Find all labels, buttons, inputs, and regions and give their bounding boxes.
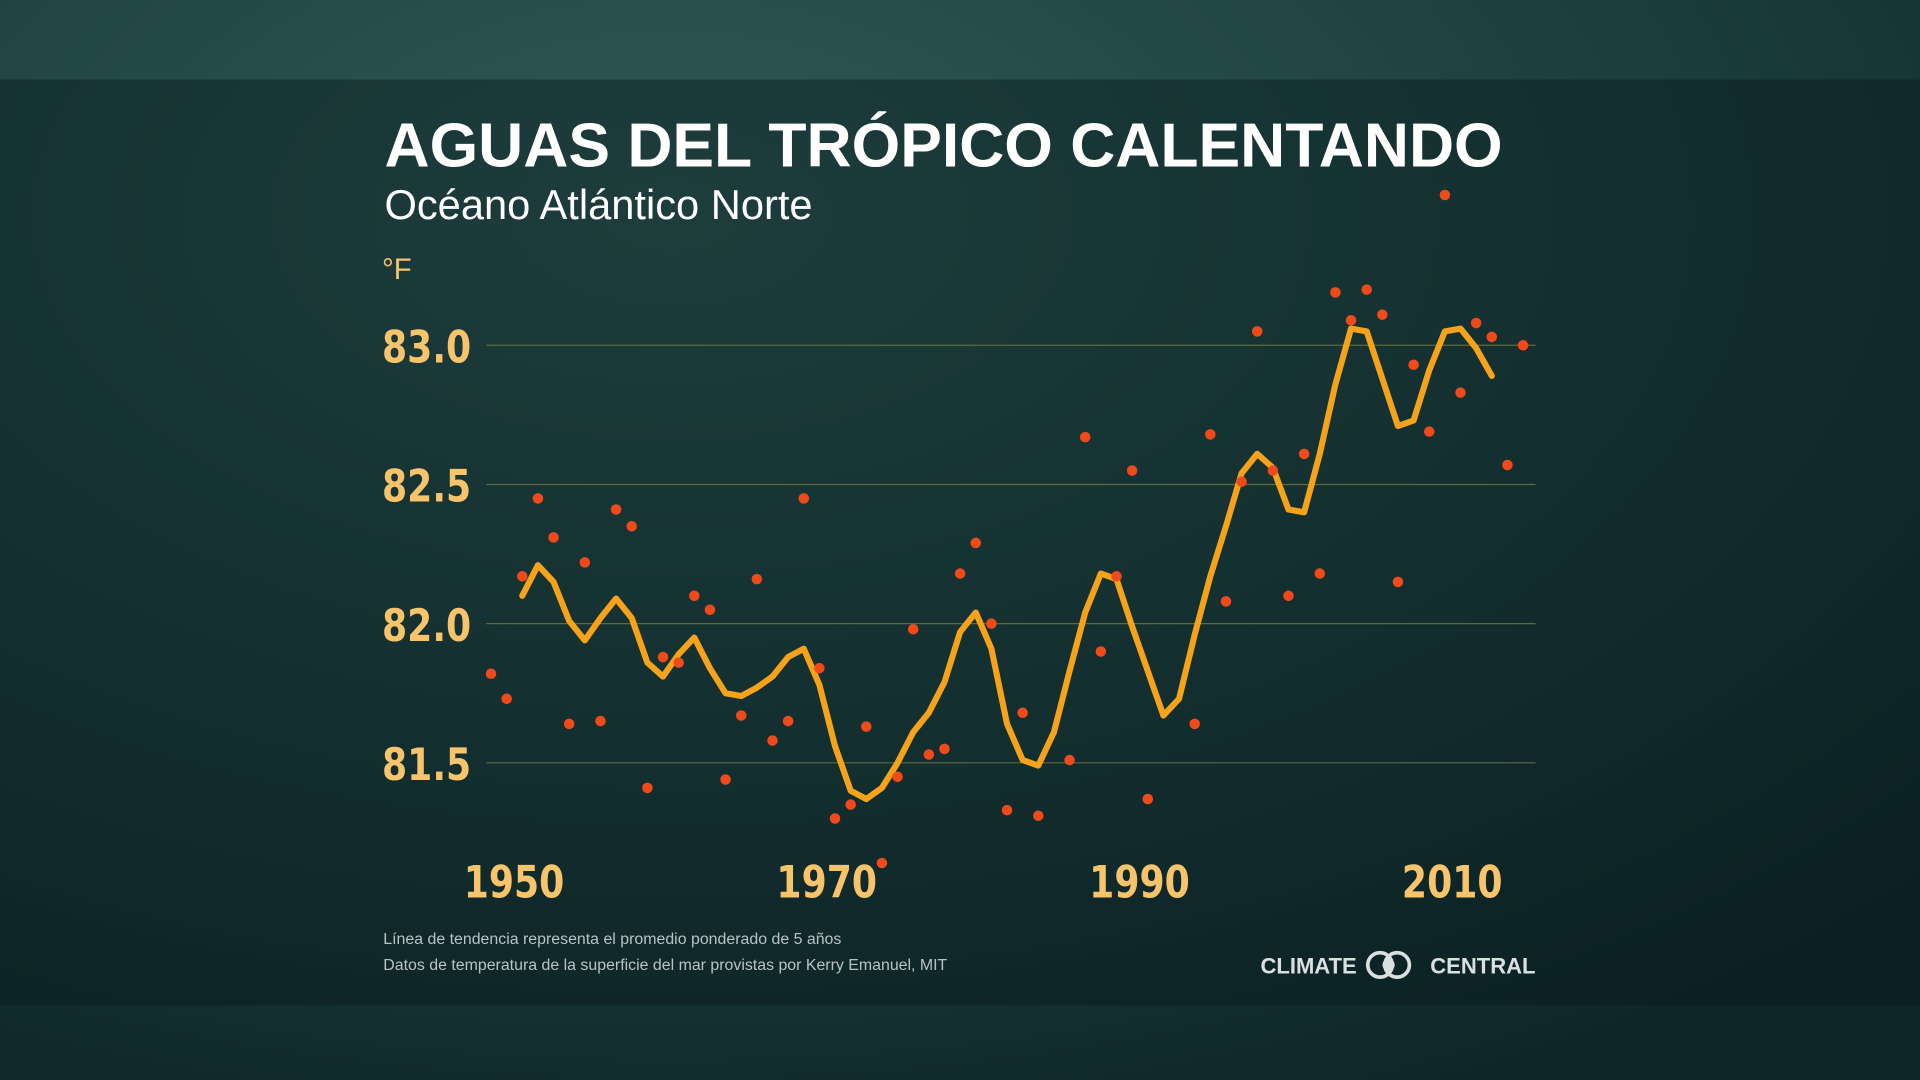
data-point (548, 532, 559, 543)
data-point (720, 774, 731, 785)
data-point (735, 710, 747, 721)
panel (0, 79, 1920, 1006)
x-tick-label: 2010 (1402, 857, 1503, 908)
data-point (1236, 476, 1247, 487)
data-point (689, 590, 700, 602)
chart-title: AGUAS DEL TRÓPICO CALENTANDO (384, 111, 1502, 181)
data-point (1189, 718, 1200, 730)
data-point (1205, 429, 1216, 440)
data-point (1486, 331, 1498, 343)
data-point (579, 557, 591, 568)
data-point (1502, 459, 1513, 471)
data-point (986, 618, 997, 629)
data-point (563, 718, 575, 730)
data-point (939, 743, 950, 755)
data-point (657, 651, 669, 663)
y-tick-label: 81.5 (382, 740, 471, 791)
data-point (1126, 465, 1138, 476)
data-point (876, 857, 888, 869)
data-point (814, 662, 825, 674)
data-point (798, 493, 810, 504)
data-point (1298, 448, 1310, 460)
data-point (595, 715, 606, 727)
logo-icon (1382, 958, 1395, 972)
x-tick-label: 1970 (776, 857, 877, 908)
logo: CLIMATE CENTRAL (1260, 950, 1536, 979)
data-point (845, 799, 856, 810)
data-point (782, 715, 794, 727)
data-point (532, 493, 544, 504)
chart-subtitle: Océano Atlántico Norte (384, 181, 812, 228)
data-point (517, 571, 528, 582)
data-point (1439, 189, 1451, 201)
data-point (1033, 810, 1044, 821)
data-point (1377, 309, 1388, 320)
x-tick-label: 1950 (464, 857, 565, 908)
data-point (1111, 571, 1122, 582)
data-point (970, 537, 982, 549)
data-point (1314, 568, 1326, 579)
data-point (642, 782, 653, 794)
data-point (626, 520, 638, 532)
data-point (1470, 317, 1482, 329)
data-point (1408, 359, 1419, 371)
data-point (1330, 287, 1341, 298)
data-point (751, 573, 763, 585)
footnote: Datos de temperatura de la superficie de… (383, 957, 947, 974)
data-point (892, 771, 903, 783)
data-point (673, 657, 684, 668)
data-point (1517, 340, 1529, 351)
data-point (1095, 646, 1107, 657)
data-point (1142, 793, 1154, 805)
y-tick-label: 83.0 (382, 322, 471, 373)
data-point (1423, 426, 1435, 437)
trend-line (519, 325, 1495, 803)
data-point (954, 568, 966, 579)
y-axis-label: °F (382, 253, 412, 286)
data-point (1455, 387, 1466, 398)
data-point (610, 504, 622, 515)
logo-text: CENTRAL (1430, 953, 1535, 978)
x-tick-label: 1990 (1089, 857, 1190, 908)
data-point (1220, 596, 1232, 607)
data-point (829, 813, 841, 824)
data-point (1267, 465, 1279, 476)
data-point (1251, 326, 1263, 337)
data-point (767, 735, 778, 746)
data-point (1079, 431, 1091, 443)
y-tick-label: 82.5 (382, 461, 471, 512)
y-tick-label: 82.0 (382, 600, 471, 651)
data-point (704, 604, 716, 615)
footnote: Línea de tendencia representa el promedi… (383, 931, 841, 948)
data-point (923, 749, 935, 760)
data-point (861, 721, 872, 732)
data-point (1392, 576, 1404, 588)
data-point (1017, 707, 1028, 718)
data-point (501, 693, 512, 705)
data-point (1361, 284, 1372, 295)
data-point (1345, 314, 1357, 326)
data-point (1064, 754, 1075, 766)
data-point (1283, 590, 1294, 602)
logo-text: CLIMATE (1260, 953, 1356, 978)
data-point (1001, 804, 1013, 816)
data-point (907, 623, 919, 635)
data-point (485, 668, 497, 680)
